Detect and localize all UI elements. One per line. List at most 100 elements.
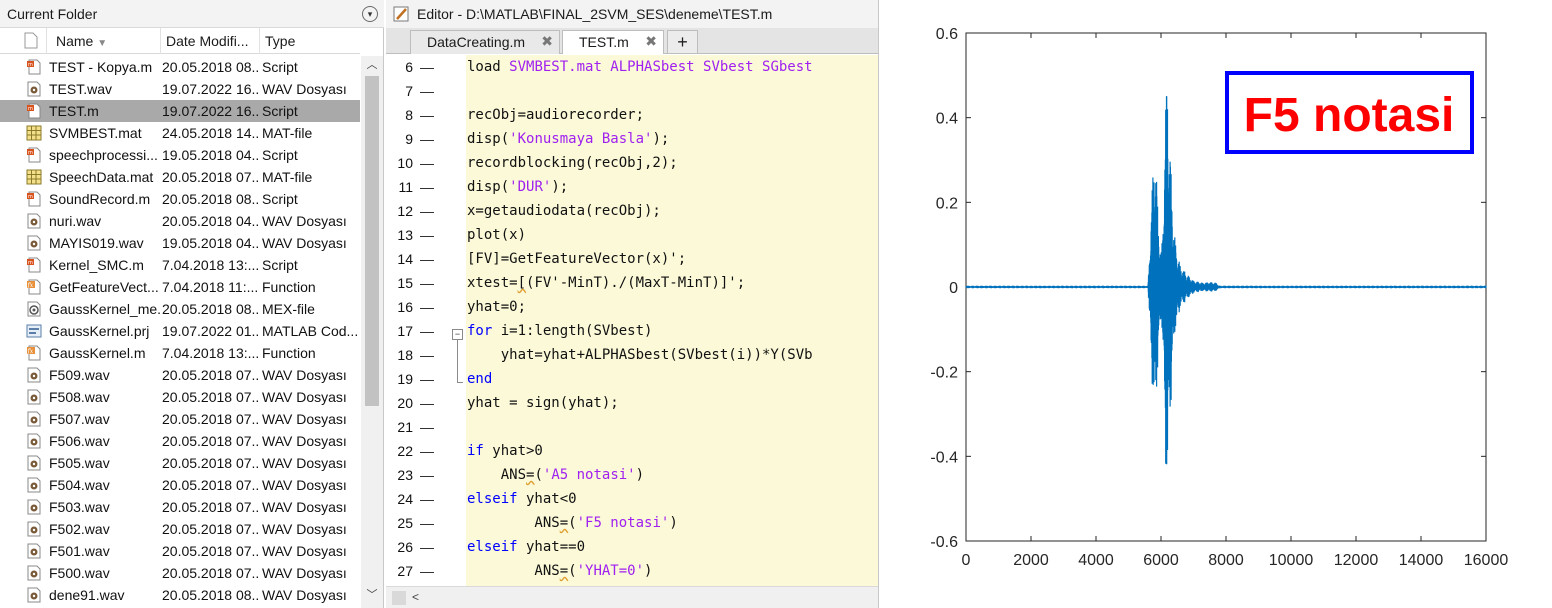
code-line[interactable]: 25 — ANS=('F5 notasi') bbox=[386, 511, 878, 535]
code-line[interactable]: 16 — yhat=0; bbox=[386, 295, 878, 319]
file-row[interactable]: F500.wav 20.05.2018 07... WAV Dosyası bbox=[0, 562, 360, 584]
fold-guide-end bbox=[457, 382, 463, 383]
breakpoint-marker[interactable]: — bbox=[420, 515, 434, 531]
file-row[interactable]: F506.wav 20.05.2018 07... WAV Dosyası bbox=[0, 430, 360, 452]
file-row[interactable]: m TEST - Kopya.m 20.05.2018 08... Script bbox=[0, 56, 360, 78]
breakpoint-marker[interactable]: — bbox=[420, 299, 434, 315]
close-tab-icon[interactable]: ✖ bbox=[645, 33, 657, 49]
column-header-date[interactable]: Date Modifi... bbox=[166, 33, 249, 49]
file-row[interactable]: MAYIS019.wav 19.05.2018 04... WAV Dosyası bbox=[0, 232, 360, 254]
line-number: 18 bbox=[397, 347, 413, 363]
breakpoint-marker[interactable]: — bbox=[420, 419, 434, 435]
audio-icon bbox=[26, 81, 42, 97]
file-row[interactable]: m speechprocessi... 19.05.2018 04... Script bbox=[0, 144, 360, 166]
code-text: ANS=('F5 notasi') bbox=[467, 515, 678, 531]
breakpoint-marker[interactable]: — bbox=[420, 83, 434, 99]
code-line[interactable]: 22 — if yhat>0 bbox=[386, 439, 878, 463]
breakpoint-marker[interactable]: — bbox=[420, 203, 434, 219]
breakpoint-marker[interactable]: — bbox=[420, 443, 434, 459]
file-type: WAV Dosyası bbox=[262, 477, 347, 493]
file-row[interactable]: nuri.wav 20.05.2018 04... WAV Dosyası bbox=[0, 210, 360, 232]
scrollbar-thumb[interactable] bbox=[365, 76, 379, 406]
breakpoint-marker[interactable]: — bbox=[420, 131, 434, 147]
file-row[interactable]: F507.wav 20.05.2018 07... WAV Dosyası bbox=[0, 408, 360, 430]
code-line[interactable]: 10 — recordblocking(recObj,2); bbox=[386, 151, 878, 175]
file-row[interactable]: F509.wav 20.05.2018 07... WAV Dosyası bbox=[0, 364, 360, 386]
line-number: 21 bbox=[397, 419, 413, 435]
code-line[interactable]: 6 — load SVMBEST.mat ALPHASbest SVbest SGb… bbox=[386, 55, 878, 79]
file-row[interactable]: F501.wav 20.05.2018 07... WAV Dosyası bbox=[0, 540, 360, 562]
file-row[interactable]: GaussKernel_me... 20.05.2018 08... MEX-fil… bbox=[0, 298, 360, 320]
breakpoint-marker[interactable]: — bbox=[420, 227, 434, 243]
file-date: 20.05.2018 07... bbox=[162, 565, 260, 581]
file-type: WAV Dosyası bbox=[262, 499, 347, 515]
close-tab-icon[interactable]: ✖ bbox=[541, 33, 553, 49]
file-row[interactable]: m SoundRecord.m 20.05.2018 08... Script bbox=[0, 188, 360, 210]
code-line[interactable]: 12 — x=getaudiodata(recObj); bbox=[386, 199, 878, 223]
code-area[interactable] bbox=[466, 55, 878, 586]
code-line[interactable]: 8 — recObj=audiorecorder; bbox=[386, 103, 878, 127]
column-header-type[interactable]: Type bbox=[265, 33, 296, 49]
scroll-down-icon[interactable]: ﹀ bbox=[366, 589, 378, 601]
breakpoint-marker[interactable]: — bbox=[420, 323, 434, 339]
file-row[interactable]: TEST.wav 19.07.2022 16... WAV Dosyası bbox=[0, 78, 360, 100]
file-date: 20.05.2018 08... bbox=[162, 301, 260, 317]
file-row[interactable]: m Kernel_SMC.m 7.04.2018 13:... Script bbox=[0, 254, 360, 276]
code-line[interactable]: 27 — ANS=('YHAT=0') bbox=[386, 559, 878, 583]
code-line[interactable]: 11 — disp('DUR'); bbox=[386, 175, 878, 199]
file-type-column-icon[interactable] bbox=[24, 32, 38, 49]
breakpoint-marker[interactable]: — bbox=[420, 251, 434, 267]
file-row[interactable]: fx GetFeatureVect... 7.04.2018 11:... Funct… bbox=[0, 276, 360, 298]
scroll-left-icon[interactable]: < bbox=[412, 590, 420, 604]
file-row[interactable]: SpeechData.mat 20.05.2018 07... MAT-file bbox=[0, 166, 360, 188]
breakpoint-marker[interactable]: — bbox=[420, 539, 434, 555]
breakpoint-marker[interactable]: — bbox=[420, 563, 434, 579]
file-row[interactable]: F503.wav 20.05.2018 07... WAV Dosyası bbox=[0, 496, 360, 518]
file-row[interactable]: dene91.wav 20.05.2018 08... WAV Dosyası bbox=[0, 584, 360, 606]
scroll-up-icon[interactable]: ︿ bbox=[366, 59, 378, 71]
code-line[interactable]: 18 — yhat=yhat+ALPHASbest(SVbest(i))*Y(SV… bbox=[386, 343, 878, 367]
file-row[interactable]: fx GaussKernel.m 7.04.2018 13:... Function bbox=[0, 342, 360, 364]
breakpoint-marker[interactable]: — bbox=[420, 155, 434, 171]
breakpoint-marker[interactable]: — bbox=[420, 371, 434, 387]
code-line[interactable]: 19 — end bbox=[386, 367, 878, 391]
fold-toggle-icon[interactable]: − bbox=[452, 329, 463, 340]
annotation-text: F5 notasi bbox=[1244, 89, 1455, 142]
editor-horizontal-scrollbar[interactable]: < bbox=[386, 586, 878, 608]
file-type: Function bbox=[262, 345, 316, 361]
breakpoint-marker[interactable]: — bbox=[420, 275, 434, 291]
breakpoint-marker[interactable]: — bbox=[420, 347, 434, 363]
code-line[interactable]: 20 — yhat = sign(yhat); bbox=[386, 391, 878, 415]
panel-menu-icon[interactable]: ▾ bbox=[362, 6, 378, 22]
file-list-scrollbar[interactable]: ︿ ﹀ bbox=[361, 56, 383, 608]
breakpoint-marker[interactable]: — bbox=[420, 491, 434, 507]
code-line[interactable]: 21 — bbox=[386, 415, 878, 439]
file-row[interactable]: F505.wav 20.05.2018 07... WAV Dosyası bbox=[0, 452, 360, 474]
file-row[interactable]: m TEST.m 19.07.2022 16... Script bbox=[0, 100, 360, 122]
svg-text:m: m bbox=[28, 194, 33, 200]
code-line[interactable]: 7— bbox=[386, 79, 878, 103]
breakpoint-marker[interactable]: — bbox=[420, 179, 434, 195]
file-row[interactable]: F508.wav 20.05.2018 07... WAV Dosyası bbox=[0, 386, 360, 408]
tab-test[interactable]: TEST.m ✖ bbox=[562, 30, 664, 54]
code-line[interactable]: 13 — plot(x) bbox=[386, 223, 878, 247]
file-row[interactable]: SVMBEST.mat 24.05.2018 14... MAT-file bbox=[0, 122, 360, 144]
code-editor[interactable]: 6 — load SVMBEST.mat ALPHASbest SVbest SGb… bbox=[386, 55, 878, 586]
code-line[interactable]: 26 — elseif yhat==0 bbox=[386, 535, 878, 559]
file-row[interactable]: GaussKernel.prj 19.07.2022 01... MATLAB Co… bbox=[0, 320, 360, 342]
tab-datacreating[interactable]: DataCreating.m ✖ bbox=[410, 30, 560, 54]
breakpoint-marker[interactable]: — bbox=[420, 395, 434, 411]
breakpoint-marker[interactable]: — bbox=[420, 467, 434, 483]
code-line[interactable]: 24 — elseif yhat<0 bbox=[386, 487, 878, 511]
code-line[interactable]: 23 — ANS=('A5 notasi') bbox=[386, 463, 878, 487]
column-header-name[interactable]: Name ▼ bbox=[56, 33, 108, 49]
code-line[interactable]: 17 — for i=1:length(SVbest) bbox=[386, 319, 878, 343]
breakpoint-marker[interactable]: — bbox=[420, 107, 434, 123]
code-line[interactable]: 15 — xtest=[(FV'-MinT)./(MaxT-MinT)]'; bbox=[386, 271, 878, 295]
file-row[interactable]: F502.wav 20.05.2018 07... WAV Dosyası bbox=[0, 518, 360, 540]
file-row[interactable]: F504.wav 20.05.2018 07... WAV Dosyası bbox=[0, 474, 360, 496]
code-line[interactable]: 9 — disp('Konusmaya Basla'); bbox=[386, 127, 878, 151]
add-tab-button[interactable]: + bbox=[667, 30, 698, 54]
code-line[interactable]: 14 — [FV]=GetFeatureVector(x)'; bbox=[386, 247, 878, 271]
breakpoint-marker[interactable]: — bbox=[420, 59, 434, 75]
